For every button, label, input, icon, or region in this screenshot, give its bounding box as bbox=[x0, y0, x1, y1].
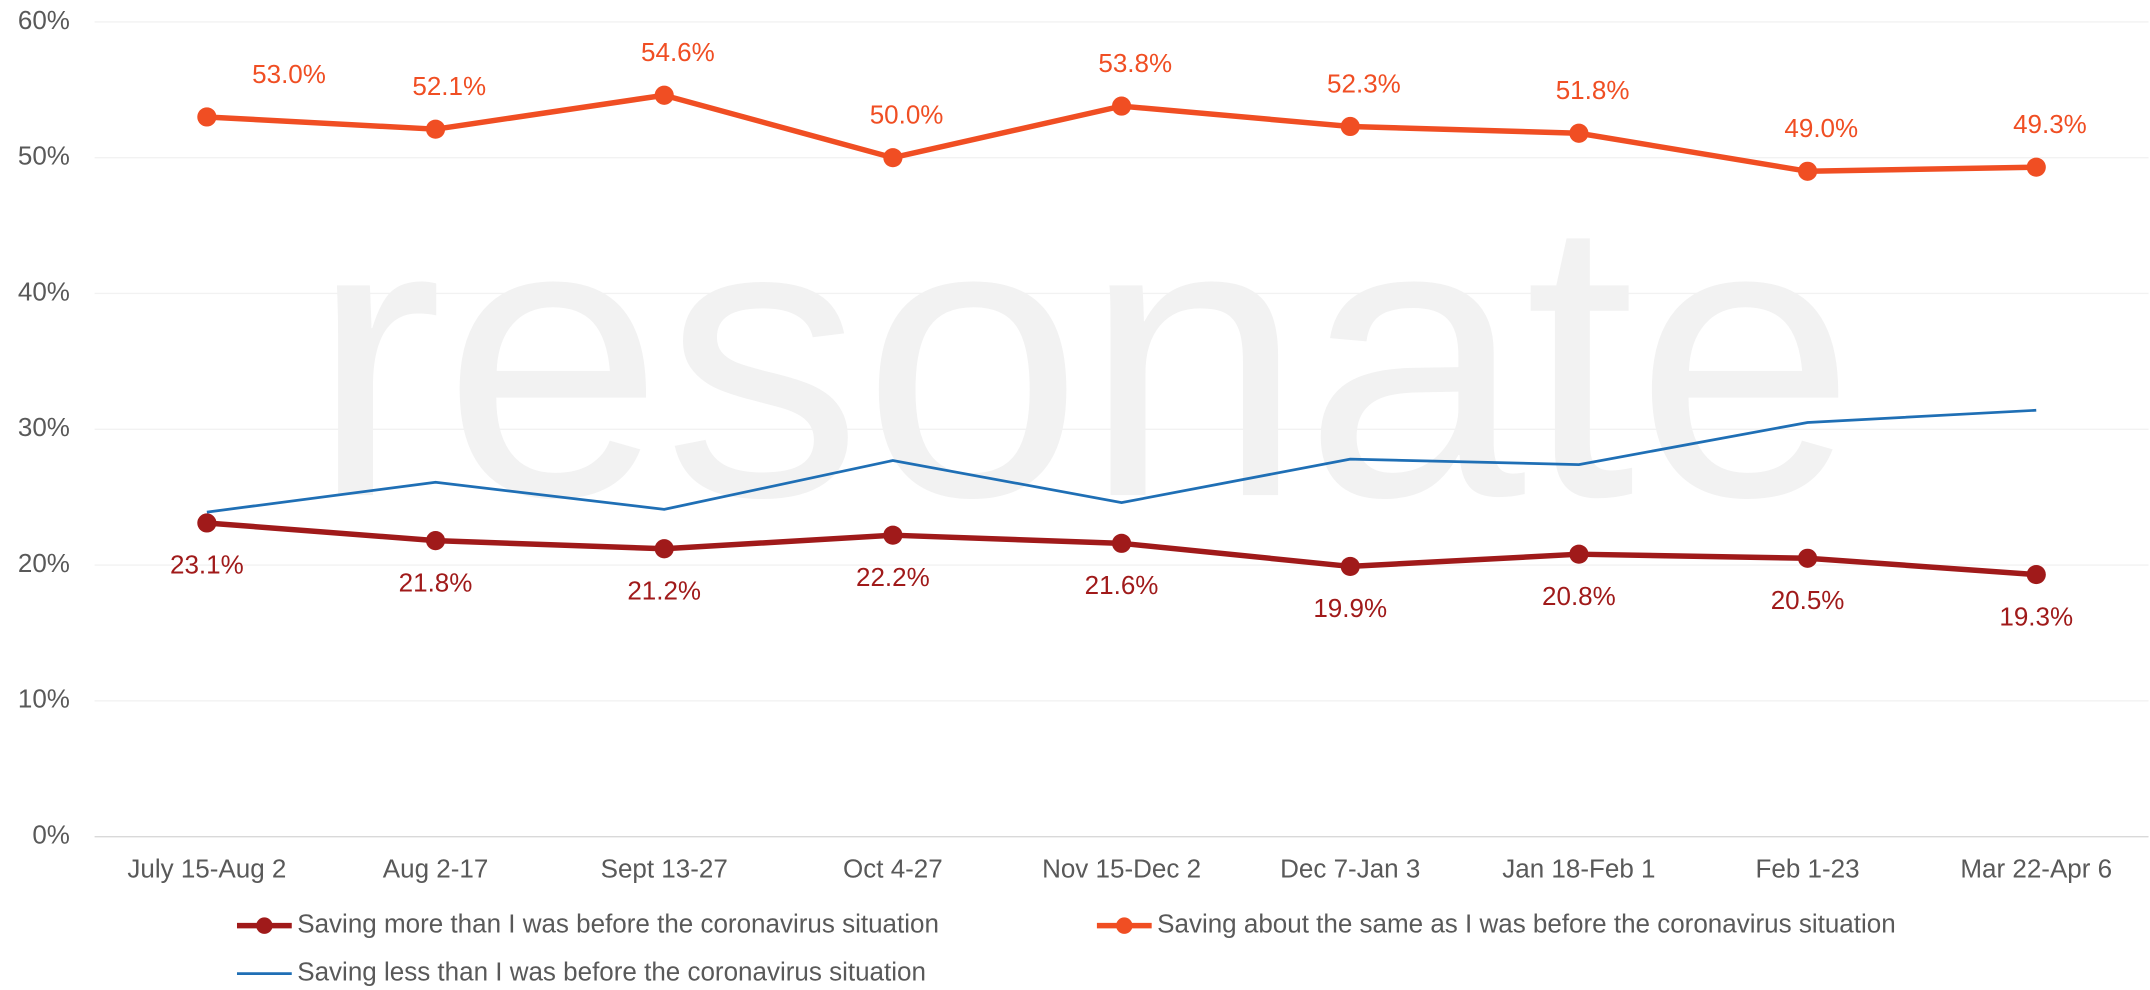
x-tick-label: July 15-Aug 2 bbox=[127, 854, 286, 884]
data-label: 21.2% bbox=[627, 575, 701, 605]
y-tick-label: 0% bbox=[32, 820, 70, 850]
point bbox=[883, 148, 903, 168]
data-label: 52.1% bbox=[412, 71, 486, 101]
data-label: 19.9% bbox=[1313, 593, 1387, 623]
point bbox=[1797, 548, 1818, 568]
data-label: 21.6% bbox=[1085, 570, 1159, 600]
legend-marker bbox=[1116, 917, 1133, 934]
y-tick-label: 20% bbox=[18, 548, 70, 578]
point bbox=[2026, 157, 2046, 177]
legend-label: Saving less than I was before the corona… bbox=[297, 956, 926, 986]
data-label: 19.3% bbox=[1999, 601, 2073, 631]
y-tick-label: 30% bbox=[18, 412, 70, 442]
data-label: 20.8% bbox=[1542, 581, 1616, 611]
point bbox=[654, 539, 674, 559]
point bbox=[425, 119, 446, 139]
y-tick-label: 10% bbox=[18, 684, 70, 714]
x-tick-label: Dec 7-Jan 3 bbox=[1280, 854, 1420, 884]
x-tick-label: Oct 4-27 bbox=[843, 854, 943, 884]
data-label: 52.3% bbox=[1327, 68, 1401, 98]
data-label: 49.0% bbox=[1784, 113, 1858, 143]
data-label: 21.8% bbox=[399, 567, 473, 597]
point bbox=[1111, 96, 1132, 116]
point bbox=[425, 531, 446, 551]
data-label: 22.2% bbox=[856, 562, 930, 592]
data-label: 54.6% bbox=[641, 37, 715, 67]
point bbox=[1111, 533, 1132, 553]
point bbox=[2026, 564, 2046, 585]
legend-label: Saving more than I was before the corona… bbox=[297, 909, 939, 939]
y-tick-label: 40% bbox=[18, 276, 70, 306]
series-line bbox=[206, 408, 2037, 514]
point bbox=[1340, 556, 1360, 577]
legend-label: Saving about the same as I was before th… bbox=[1157, 909, 1896, 939]
watermark: resonate bbox=[311, 137, 1856, 580]
data-label: 20.5% bbox=[1771, 585, 1845, 615]
x-tick-label: Sept 13-27 bbox=[601, 854, 728, 884]
data-label: 53.8% bbox=[1098, 48, 1172, 78]
point bbox=[197, 107, 217, 127]
point bbox=[197, 513, 217, 533]
data-label: 49.3% bbox=[2013, 109, 2087, 139]
point bbox=[654, 85, 674, 105]
data-label: 53.0% bbox=[252, 59, 326, 89]
y-tick-label: 60% bbox=[18, 5, 70, 35]
x-tick-label: Jan 18-Feb 1 bbox=[1502, 854, 1655, 884]
x-tick-label: Aug 2-17 bbox=[383, 854, 489, 884]
x-tick-label: Nov 15-Dec 2 bbox=[1042, 854, 1201, 884]
data-label: 23.1% bbox=[170, 550, 244, 580]
x-tick-label: Mar 22-Apr 6 bbox=[1960, 854, 2112, 884]
data-label: 50.0% bbox=[870, 99, 944, 129]
point bbox=[1340, 116, 1360, 137]
point bbox=[883, 525, 903, 545]
y-tick-label: 50% bbox=[18, 141, 70, 171]
point bbox=[1569, 544, 1589, 564]
x-tick-label: Feb 1-23 bbox=[1756, 854, 1860, 884]
legend-marker bbox=[256, 917, 273, 934]
data-label: 51.8% bbox=[1556, 75, 1630, 105]
point bbox=[1797, 161, 1818, 181]
point bbox=[1569, 123, 1589, 143]
